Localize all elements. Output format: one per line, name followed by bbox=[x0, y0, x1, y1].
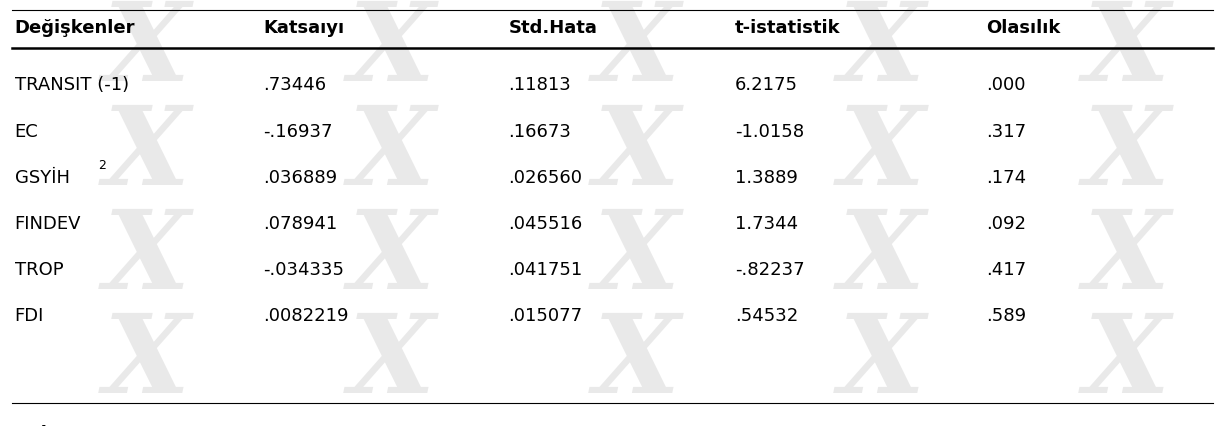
Text: Değişkenler: Değişkenler bbox=[15, 19, 135, 37]
Text: .000: .000 bbox=[986, 76, 1025, 94]
Text: 2: 2 bbox=[98, 159, 105, 172]
Text: X: X bbox=[839, 308, 925, 416]
Text: X: X bbox=[839, 0, 925, 105]
Text: X: X bbox=[104, 205, 190, 312]
Text: FINDEV: FINDEV bbox=[15, 214, 81, 232]
Text: TROP: TROP bbox=[15, 260, 64, 278]
Text: .036889: .036889 bbox=[263, 168, 338, 186]
Text: 1.3889: 1.3889 bbox=[735, 168, 797, 186]
Text: X: X bbox=[349, 205, 435, 312]
Text: .045516: .045516 bbox=[508, 214, 583, 232]
Text: X: X bbox=[594, 101, 680, 208]
Text: -1.0158: -1.0158 bbox=[735, 122, 804, 140]
Text: X: X bbox=[1084, 0, 1170, 105]
Text: .417: .417 bbox=[986, 260, 1027, 278]
Text: .73446: .73446 bbox=[263, 76, 327, 94]
Text: X: X bbox=[1084, 205, 1170, 312]
Text: .041751: .041751 bbox=[508, 260, 583, 278]
Text: Katsaıyı: Katsaıyı bbox=[263, 19, 344, 37]
Text: .317: .317 bbox=[986, 122, 1027, 140]
Text: X: X bbox=[1084, 308, 1170, 416]
Text: EViews 9.5: EViews 9.5 bbox=[15, 424, 124, 426]
Text: EC: EC bbox=[15, 122, 38, 140]
Text: .015077: .015077 bbox=[508, 306, 583, 324]
Text: X: X bbox=[594, 0, 680, 105]
Text: X: X bbox=[104, 308, 190, 416]
Text: X: X bbox=[839, 101, 925, 208]
Text: .026560: .026560 bbox=[508, 168, 582, 186]
Text: .589: .589 bbox=[986, 306, 1027, 324]
Text: t-istatistik: t-istatistik bbox=[735, 19, 840, 37]
Text: X: X bbox=[104, 0, 190, 105]
Text: Std.Hata: Std.Hata bbox=[508, 19, 598, 37]
Text: .174: .174 bbox=[986, 168, 1027, 186]
Text: X: X bbox=[594, 205, 680, 312]
Text: -.16937: -.16937 bbox=[263, 122, 333, 140]
Text: Olasılık: Olasılık bbox=[986, 19, 1061, 37]
Text: .078941: .078941 bbox=[263, 214, 338, 232]
Text: .16673: .16673 bbox=[508, 122, 571, 140]
Text: 1.7344: 1.7344 bbox=[735, 214, 799, 232]
Text: .54532: .54532 bbox=[735, 306, 799, 324]
Text: FDI: FDI bbox=[15, 306, 44, 324]
Text: X: X bbox=[349, 101, 435, 208]
Text: X: X bbox=[349, 308, 435, 416]
Text: TRANSIT (-1): TRANSIT (-1) bbox=[15, 76, 129, 94]
Text: X: X bbox=[594, 308, 680, 416]
Text: .0082219: .0082219 bbox=[263, 306, 349, 324]
Text: .11813: .11813 bbox=[508, 76, 571, 94]
Text: X: X bbox=[839, 205, 925, 312]
Text: 6.2175: 6.2175 bbox=[735, 76, 797, 94]
Text: -.82237: -.82237 bbox=[735, 260, 805, 278]
Text: X: X bbox=[349, 0, 435, 105]
Text: X: X bbox=[104, 101, 190, 208]
Text: -.034335: -.034335 bbox=[263, 260, 344, 278]
Text: X: X bbox=[1084, 101, 1170, 208]
Text: .092: .092 bbox=[986, 214, 1027, 232]
Text: GSYİH: GSYİH bbox=[15, 168, 70, 186]
